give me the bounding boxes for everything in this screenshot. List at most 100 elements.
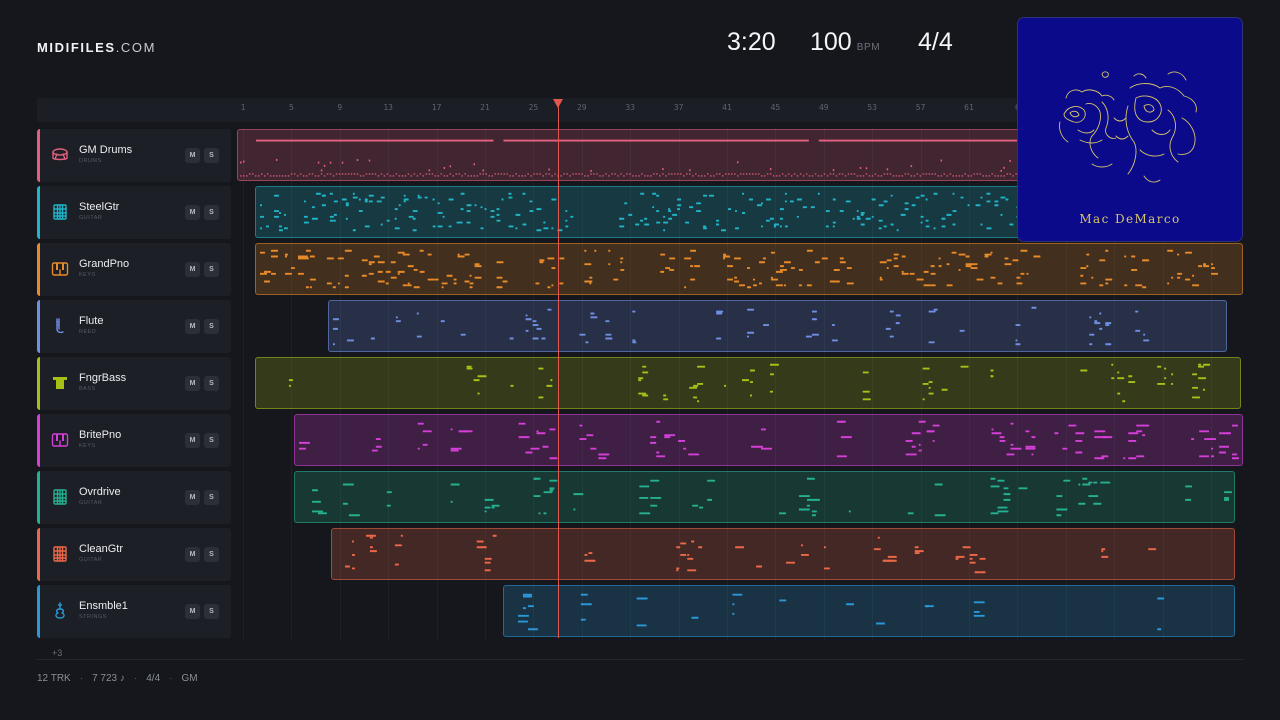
separator-dot: ·: [79, 673, 84, 684]
track-category: KEYS: [79, 272, 96, 278]
track-name: BritePno: [79, 429, 122, 441]
track-header[interactable]: BritePno KEYS M S: [37, 414, 231, 467]
note-pattern: [289, 363, 1211, 403]
grid-line: [872, 128, 874, 640]
solo-button[interactable]: S: [204, 319, 219, 334]
track-count: 12 TRK: [37, 673, 71, 684]
solo-button[interactable]: S: [204, 205, 219, 220]
flute-icon: [51, 317, 69, 335]
track-category: DRUMS: [79, 158, 102, 164]
midi-format: GM: [181, 673, 198, 684]
track-category: STRINGS: [79, 614, 107, 620]
grid-line: [1065, 128, 1067, 640]
solo-button[interactable]: S: [204, 490, 219, 505]
track-header[interactable]: Ensmble1 STRINGS M S: [37, 585, 231, 638]
midi-region[interactable]: [255, 243, 1243, 295]
album-artist: Mac DeMarco: [1079, 212, 1181, 226]
track-header[interactable]: GM Drums DRUMS M S: [37, 129, 231, 182]
track-category: GUITAR: [79, 500, 103, 506]
mute-button[interactable]: M: [185, 148, 200, 163]
grid-line: [436, 128, 438, 640]
album-cover: Mac DeMarco: [1017, 17, 1243, 242]
solo-button[interactable]: S: [204, 262, 219, 277]
brand-name: MIDIFILES: [37, 40, 116, 55]
midi-region[interactable]: [293, 414, 1243, 466]
playhead-marker[interactable]: [553, 99, 563, 108]
mute-button[interactable]: M: [185, 604, 200, 619]
solo-button[interactable]: S: [204, 433, 219, 448]
mute-button[interactable]: M: [185, 547, 200, 562]
ruler-tick: 29: [576, 103, 587, 112]
track-name: SteelGtr: [79, 201, 120, 213]
ruler-tick: 53: [867, 103, 878, 112]
grid-line: [291, 128, 293, 640]
violin-icon: [51, 602, 69, 620]
mute-button[interactable]: M: [185, 205, 200, 220]
track-header[interactable]: CleanGtr GUITAR M S: [37, 528, 231, 581]
mute-button[interactable]: M: [185, 262, 200, 277]
mute-button[interactable]: M: [185, 490, 200, 505]
track-color-bar: [37, 414, 40, 467]
track-header[interactable]: GrandPno KEYS M S: [37, 243, 231, 296]
midi-region[interactable]: [503, 585, 1236, 637]
track-color-bar: [37, 357, 40, 410]
ruler-tick: 37: [673, 103, 684, 112]
ruler-tick: 49: [818, 103, 829, 112]
brand-domain: .COM: [115, 40, 157, 55]
track-header[interactable]: FngrBass BASS M S: [37, 357, 231, 410]
ruler-tick: 1: [240, 103, 246, 112]
grid-line: [388, 128, 390, 640]
track-header[interactable]: Ovrdrive GUITAR M S: [37, 471, 231, 524]
note-pattern: [518, 593, 1165, 631]
solo-button[interactable]: S: [204, 376, 219, 391]
grid-line: [533, 128, 535, 640]
mute-button[interactable]: M: [185, 433, 200, 448]
mute-button[interactable]: M: [185, 319, 200, 334]
solo-button[interactable]: S: [204, 547, 219, 562]
note-pattern: [311, 477, 1232, 517]
note-pattern: [345, 534, 1157, 574]
song-duration: 3:20: [727, 28, 776, 56]
track-category: KEYS: [79, 443, 96, 449]
track-name: FngrBass: [79, 372, 127, 384]
track-name: GrandPno: [79, 258, 130, 270]
note-pattern: [260, 249, 1219, 289]
grid-line: [485, 128, 486, 640]
track-category: BASS: [79, 386, 96, 392]
track-name: Flute: [79, 315, 104, 327]
solo-button[interactable]: S: [204, 148, 219, 163]
footer-time-signature: 4/4: [146, 673, 161, 684]
note-pattern: [298, 420, 1239, 460]
playhead-line[interactable]: [558, 104, 559, 638]
more-tracks-indicator[interactable]: +3: [52, 648, 63, 658]
grid-line: [775, 128, 777, 640]
track-category: REED: [79, 329, 97, 335]
arrangement-grid: [237, 128, 1243, 640]
site-logo[interactable]: MIDIFILES.COM: [37, 40, 156, 55]
track-category: GUITAR: [79, 557, 103, 563]
midi-region[interactable]: [331, 528, 1236, 580]
piano-keys-icon: [51, 260, 69, 278]
bass-icon: [51, 374, 69, 392]
track-header[interactable]: SteelGtr GUITAR M S: [37, 186, 231, 239]
mute-button[interactable]: M: [185, 376, 200, 391]
midi-region[interactable]: [255, 357, 1242, 409]
piano-keys-icon: [51, 431, 69, 449]
drum-icon: [51, 146, 69, 164]
track-name: CleanGtr: [79, 543, 124, 555]
midi-region[interactable]: [327, 300, 1227, 352]
grid-line: [581, 128, 583, 640]
ruler-tick: 5: [288, 103, 294, 112]
tempo-value: 100: [810, 28, 852, 56]
ruler-tick: 25: [528, 103, 539, 112]
ruler-tick: 41: [722, 103, 732, 112]
tempo-unit: BPM: [856, 42, 881, 53]
track-name: GM Drums: [79, 144, 133, 156]
grid-line: [920, 128, 922, 640]
solo-button[interactable]: S: [204, 604, 219, 619]
track-header[interactable]: Flute REED M S: [37, 300, 231, 353]
midi-region[interactable]: [293, 471, 1236, 523]
track-name: Ensmble1: [79, 600, 128, 612]
track-name: Ovrdrive: [79, 486, 121, 498]
ruler-tick: 21: [480, 103, 490, 112]
